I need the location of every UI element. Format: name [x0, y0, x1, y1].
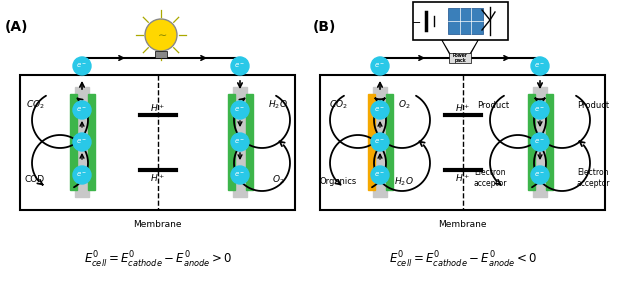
Circle shape [73, 166, 91, 184]
Bar [246, 94, 252, 190]
Bar [533, 87, 547, 197]
Bar [386, 94, 392, 190]
Text: $O_2$: $O_2$ [271, 174, 284, 186]
Text: $e^-$: $e^-$ [234, 171, 246, 179]
Text: $H^+$: $H^+$ [151, 172, 165, 184]
Circle shape [231, 57, 249, 75]
Circle shape [73, 101, 91, 119]
Text: $e^-$: $e^-$ [534, 105, 545, 114]
Bar [75, 87, 89, 197]
Text: $H_2O$: $H_2O$ [394, 176, 414, 188]
Polygon shape [444, 41, 476, 58]
Text: $-$: $-$ [411, 16, 421, 26]
Circle shape [231, 133, 249, 151]
Text: $E^0_{cell} = E^0_{cathode} - E^0_{anode} > 0$: $E^0_{cell} = E^0_{cathode} - E^0_{anode… [84, 250, 232, 270]
Bar [70, 94, 77, 190]
Text: $e^-$: $e^-$ [234, 105, 246, 114]
Bar [320, 75, 605, 210]
Circle shape [231, 166, 249, 184]
Text: $e^-$: $e^-$ [534, 171, 545, 179]
Circle shape [73, 57, 91, 75]
Bar [413, 2, 508, 40]
Circle shape [371, 166, 389, 184]
Text: $CO_2$: $CO_2$ [329, 99, 347, 111]
Text: Electron
acceptor: Electron acceptor [576, 168, 610, 188]
Text: $H^+$: $H^+$ [455, 172, 471, 184]
Text: COD: COD [25, 175, 45, 184]
Circle shape [531, 57, 549, 75]
Circle shape [231, 101, 249, 119]
Bar [368, 94, 375, 190]
Bar [373, 87, 387, 197]
Circle shape [371, 101, 389, 119]
Bar [448, 8, 483, 34]
Circle shape [145, 19, 177, 51]
Text: $e^-$: $e^-$ [375, 138, 386, 146]
Text: (A): (A) [5, 20, 28, 34]
Text: $e^-$: $e^-$ [77, 138, 88, 146]
Circle shape [531, 133, 549, 151]
Text: Product: Product [477, 100, 509, 109]
Circle shape [371, 133, 389, 151]
Text: $e^-$: $e^-$ [375, 171, 386, 179]
Text: Membrane: Membrane [133, 220, 182, 229]
Bar [528, 94, 534, 190]
Bar [545, 94, 552, 190]
Bar [449, 53, 471, 63]
Bar [20, 75, 295, 210]
Text: $e^-$: $e^-$ [534, 138, 545, 146]
Text: $e^-$: $e^-$ [77, 61, 88, 70]
Text: $e^-$: $e^-$ [234, 61, 246, 70]
Text: $e^-$: $e^-$ [234, 138, 246, 146]
Text: Organics: Organics [320, 177, 357, 186]
Polygon shape [442, 40, 478, 58]
Bar [228, 94, 234, 190]
Text: $O_2$: $O_2$ [398, 99, 410, 111]
Text: Electron
acceptor: Electron acceptor [473, 168, 507, 188]
Bar [88, 94, 94, 190]
Text: Membrane: Membrane [438, 220, 487, 229]
Text: Product: Product [577, 100, 609, 109]
Text: $E^0_{cell} = E^0_{cathode} - E^0_{anode} < 0$: $E^0_{cell} = E^0_{cathode} - E^0_{anode… [389, 250, 537, 270]
Text: $CO_2$: $CO_2$ [26, 99, 44, 111]
Text: $e^-$: $e^-$ [77, 171, 88, 179]
Circle shape [531, 166, 549, 184]
Text: (B): (B) [313, 20, 336, 34]
Bar [155, 51, 167, 58]
Text: Power
pack: Power pack [452, 53, 468, 63]
Text: Power
pack: Power pack [452, 53, 468, 63]
Text: $H^+$: $H^+$ [151, 102, 165, 114]
Circle shape [531, 101, 549, 119]
Bar [233, 87, 247, 197]
Text: $\sim$: $\sim$ [155, 30, 167, 40]
Circle shape [73, 133, 91, 151]
Circle shape [371, 57, 389, 75]
Text: $H^+$: $H^+$ [455, 102, 471, 114]
Text: $H_2O$: $H_2O$ [268, 99, 288, 111]
Text: $e^-$: $e^-$ [375, 61, 386, 70]
Text: $e^-$: $e^-$ [534, 61, 545, 70]
Text: $e^-$: $e^-$ [77, 105, 88, 114]
Text: $e^-$: $e^-$ [375, 105, 386, 114]
